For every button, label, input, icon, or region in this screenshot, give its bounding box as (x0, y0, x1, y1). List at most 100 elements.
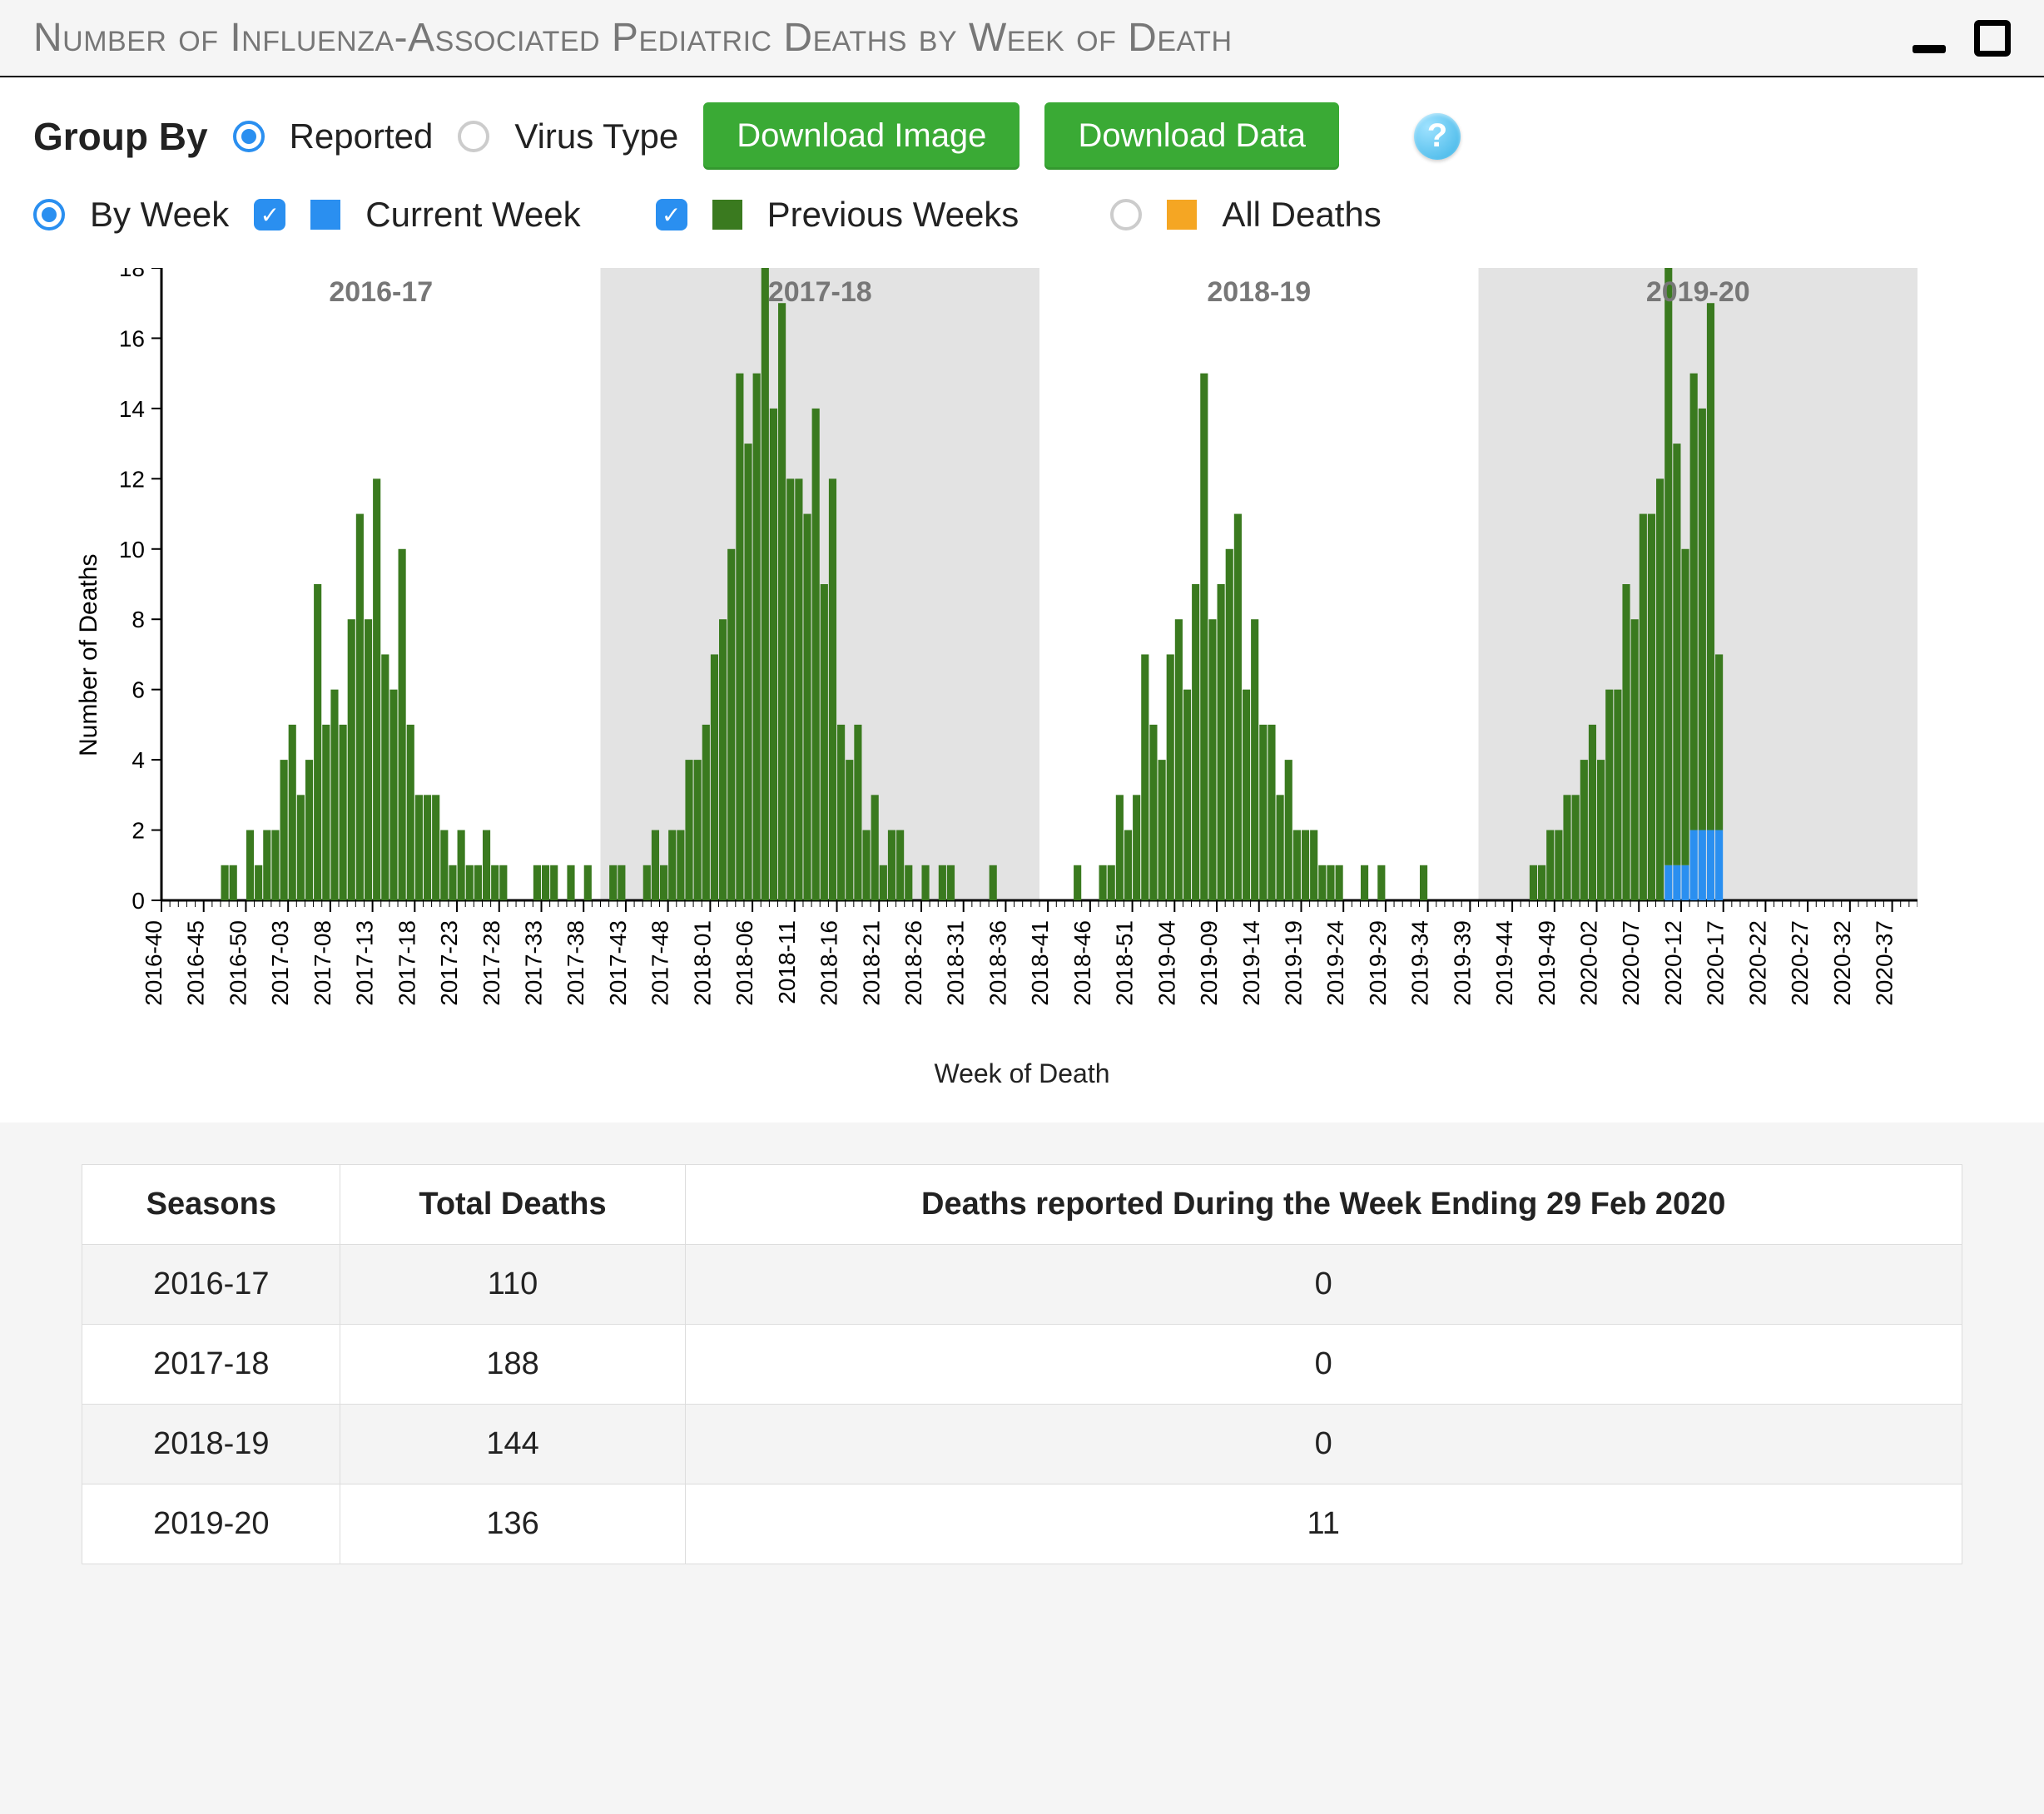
toolbar-series: By Week Current Week Previous Weeks All … (33, 195, 2011, 235)
bar-previous (1116, 795, 1124, 900)
svg-text:10: 10 (119, 537, 145, 563)
bar-previous (1614, 690, 1621, 900)
radio-reported[interactable] (233, 121, 265, 152)
radio-by-week-label: By Week (90, 195, 229, 235)
checkbox-current-week[interactable] (254, 199, 285, 230)
radio-virus-type-label: Virus Type (514, 116, 678, 156)
bar-previous (542, 865, 549, 900)
bar-previous (432, 795, 439, 900)
svg-text:2020-17: 2020-17 (1703, 920, 1729, 1006)
y-axis-title: Number of Deaths (67, 268, 103, 1042)
bar-previous (1699, 409, 1706, 830)
checkbox-previous-weeks[interactable] (656, 199, 687, 230)
bar-previous (880, 865, 887, 900)
swatch-all-deaths (1167, 200, 1197, 230)
bar-previous (458, 830, 465, 900)
svg-text:2019-49: 2019-49 (1534, 920, 1560, 1006)
label-current-week: Current Week (365, 195, 580, 235)
bar-previous (1622, 584, 1630, 900)
bar-previous (1605, 690, 1613, 900)
bar-previous (466, 865, 474, 900)
svg-text:2018-16: 2018-16 (816, 920, 842, 1006)
svg-text:12: 12 (119, 466, 145, 492)
bar-previous (677, 830, 684, 900)
svg-text:2018-21: 2018-21 (858, 920, 884, 1006)
svg-text:2018-31: 2018-31 (943, 920, 969, 1006)
bar-previous (1681, 549, 1689, 865)
table-row: 2017-181880 (82, 1325, 1962, 1405)
bar-previous (888, 830, 895, 900)
table-cell: 2018-19 (82, 1405, 340, 1484)
season-label: 2017-18 (768, 276, 872, 308)
bar-current (1664, 865, 1672, 900)
svg-text:2018-11: 2018-11 (774, 920, 800, 1004)
bar-previous (1555, 830, 1562, 900)
bar-previous (1336, 865, 1343, 900)
bar-previous (1149, 725, 1157, 900)
table-row: 2016-171100 (82, 1245, 1962, 1325)
bar-previous (1200, 374, 1208, 900)
svg-text:2019-44: 2019-44 (1491, 920, 1517, 1006)
svg-text:2017-18: 2017-18 (394, 920, 419, 1006)
panel-window: Number of Influenza-Associated Pediatric… (0, 0, 2044, 1564)
bar-previous (803, 514, 811, 900)
svg-text:2018-46: 2018-46 (1069, 920, 1095, 1006)
table-cell: 136 (340, 1484, 685, 1564)
minimize-icon[interactable] (1909, 18, 1949, 58)
bar-previous (1589, 725, 1596, 900)
title-bar: Number of Influenza-Associated Pediatric… (0, 0, 2044, 77)
bar-previous (246, 830, 254, 900)
bar-current (1690, 830, 1698, 900)
bar-previous (474, 865, 482, 900)
table-cell: 2016-17 (82, 1245, 340, 1325)
bar-previous (1141, 654, 1149, 900)
download-data-button[interactable]: Download Data (1044, 102, 1339, 170)
window-controls (1909, 18, 2011, 58)
table-header-cell: Seasons (82, 1165, 340, 1245)
svg-text:2019-04: 2019-04 (1153, 920, 1179, 1006)
bar-previous (1208, 619, 1216, 900)
bar-previous (1259, 725, 1267, 900)
bar-previous (652, 830, 659, 900)
bar-previous (1597, 760, 1605, 900)
bar-previous (921, 865, 929, 900)
help-icon[interactable]: ? (1414, 113, 1461, 160)
bar-previous (736, 374, 743, 900)
label-all-deaths: All Deaths (1222, 195, 1381, 235)
svg-text:2020-12: 2020-12 (1660, 920, 1686, 1006)
table-cell: 0 (685, 1245, 1962, 1325)
table-row: 2018-191440 (82, 1405, 1962, 1484)
radio-virus-type[interactable] (458, 121, 489, 152)
bar-previous (854, 725, 861, 900)
bar-previous (905, 865, 912, 900)
bar-previous (499, 865, 507, 900)
bar-current (1681, 865, 1689, 900)
bar-previous (1124, 830, 1132, 900)
bar-previous (1302, 830, 1309, 900)
table-cell: 110 (340, 1245, 685, 1325)
table-cell: 0 (685, 1325, 1962, 1405)
svg-text:2020-32: 2020-32 (1829, 920, 1855, 1006)
bar-previous (795, 478, 802, 900)
group-by-label: Group By (33, 114, 208, 159)
maximize-icon[interactable] (1974, 20, 2011, 57)
svg-text:6: 6 (131, 677, 145, 703)
radio-all-deaths[interactable] (1110, 199, 1142, 230)
table-cell: 2019-20 (82, 1484, 340, 1564)
season-label: 2018-19 (1207, 276, 1311, 308)
bar-previous (770, 409, 777, 900)
bar-previous (1563, 795, 1570, 900)
bar-previous (643, 865, 651, 900)
bar-previous (762, 268, 769, 900)
bar-previous (1318, 865, 1326, 900)
bar-previous (365, 619, 372, 900)
bar-previous (356, 514, 364, 900)
download-image-button[interactable]: Download Image (703, 102, 1020, 170)
bar-previous (1546, 830, 1554, 900)
svg-text:2019-39: 2019-39 (1449, 920, 1475, 1006)
bar-previous (1218, 584, 1225, 900)
bar-previous (584, 865, 592, 900)
bar-previous (1183, 690, 1191, 900)
bar-previous (1656, 478, 1664, 900)
radio-by-week[interactable] (33, 199, 65, 230)
